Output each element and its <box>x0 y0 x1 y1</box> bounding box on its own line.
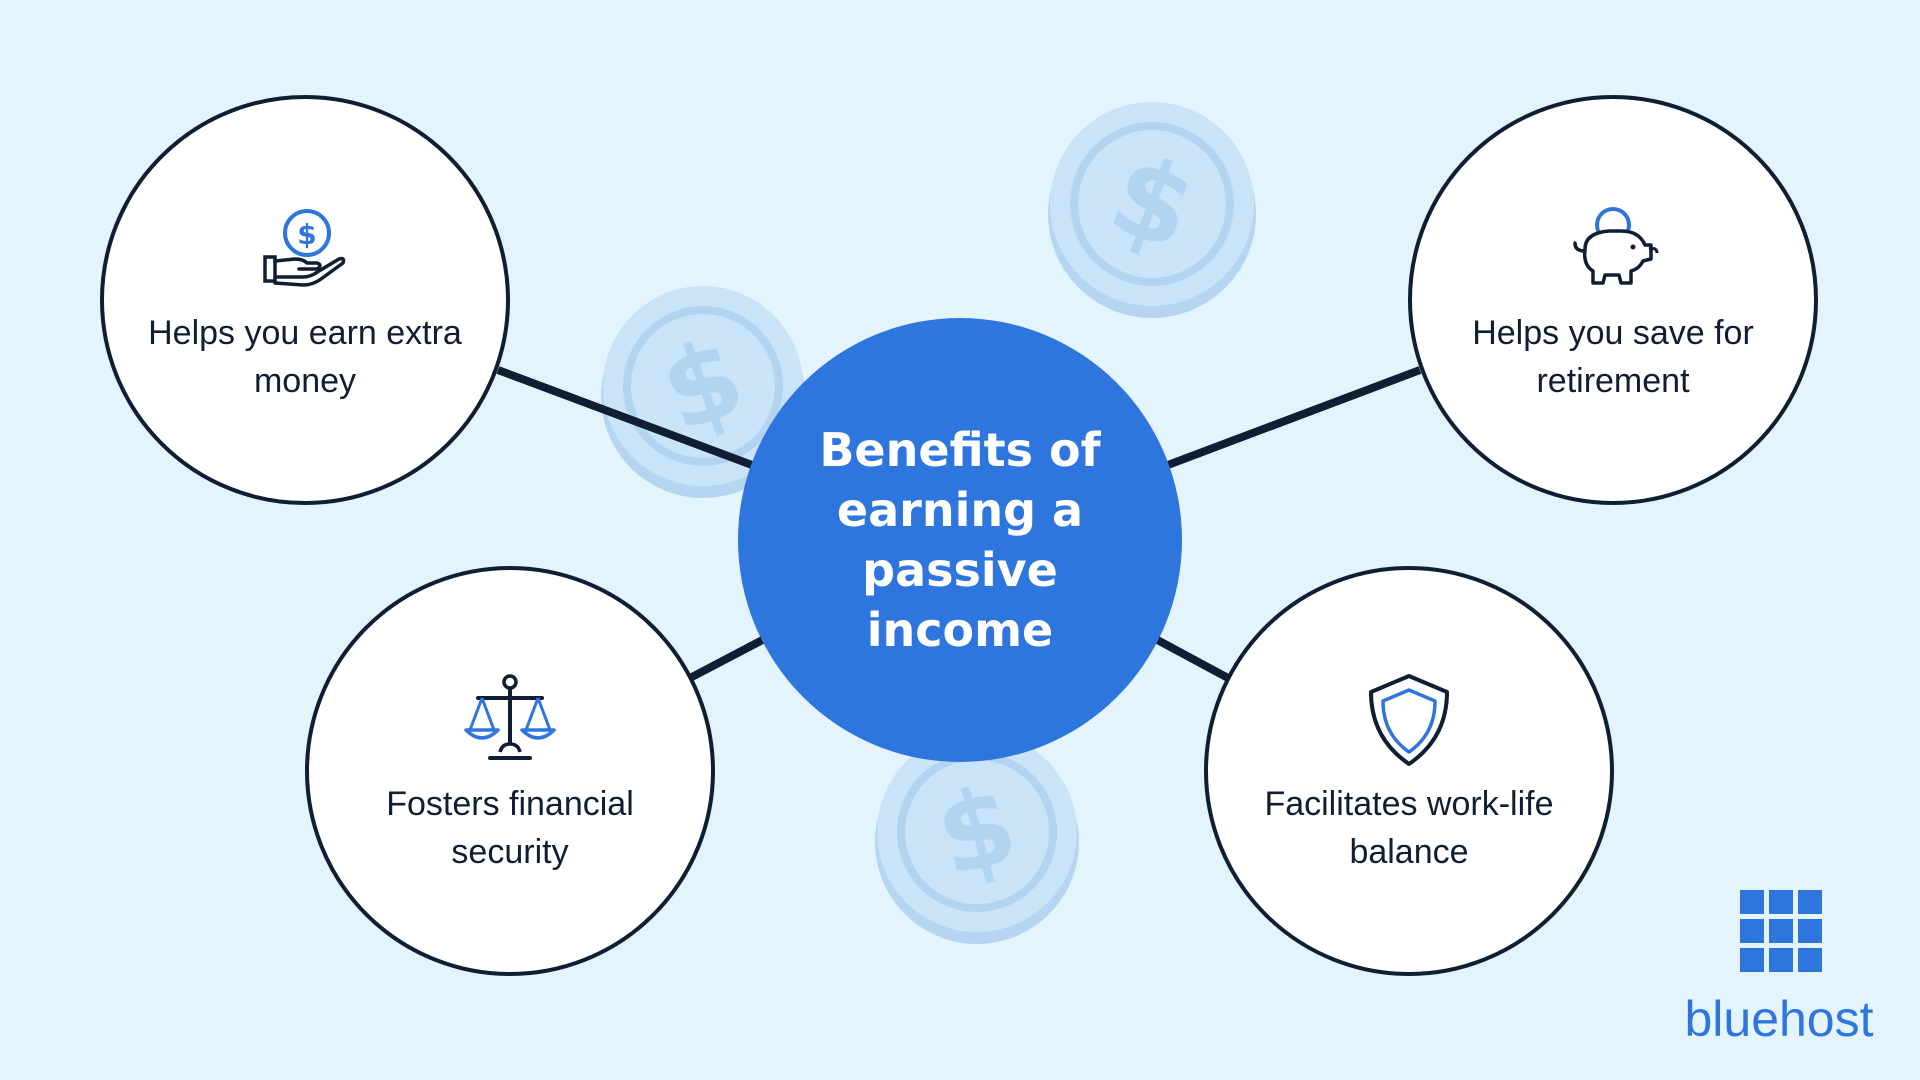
logo-wordmark: bluehost <box>1684 991 1874 1047</box>
svg-text:$: $ <box>297 218 316 251</box>
benefit-label: Facilitates work-life balance <box>1264 785 1554 871</box>
scales-icon <box>464 674 556 760</box>
benefit-label: Fosters financial security <box>386 785 634 871</box>
shield-icon <box>1369 674 1449 766</box>
coin-left-icon: $ <box>601 286 805 498</box>
center-title: Benefits of earning a passive income <box>819 423 1101 657</box>
benefit-earn-extra-money: $ Helps you earn extra money <box>100 95 510 505</box>
benefit-financial-security: Fosters financial security <box>305 566 715 976</box>
coin-top-icon: $ <box>1048 102 1256 318</box>
connector-bottom-left <box>688 632 772 682</box>
benefit-save-retirement: Helps you save for retirement <box>1408 95 1818 505</box>
connector-top-left <box>496 366 762 472</box>
bluehost-logo: bluehost <box>1674 890 1884 1050</box>
piggy-bank-icon <box>1573 207 1659 285</box>
coin-bottom-icon: $ <box>875 732 1079 944</box>
benefit-label: Helps you save for retirement <box>1472 314 1754 400</box>
center-hub: Benefits of earning a passive income <box>738 318 1182 762</box>
hand-coin-icon: $ <box>263 209 346 287</box>
connector-top-right <box>1158 366 1422 472</box>
connector-bottom-right <box>1148 632 1230 682</box>
benefit-label: Helps you earn extra money <box>148 314 462 400</box>
benefit-work-life-balance: Facilitates work-life balance <box>1204 566 1614 976</box>
logo-grid-icon <box>1740 890 1822 972</box>
